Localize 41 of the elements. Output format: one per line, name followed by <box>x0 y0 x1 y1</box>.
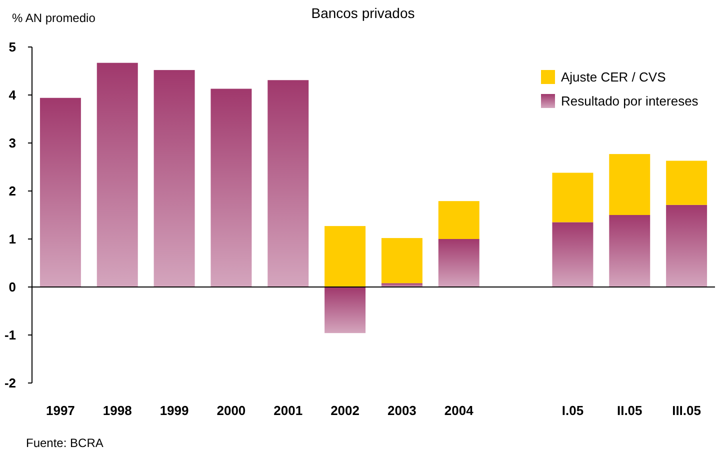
source-note: Fuente: BCRA <box>26 436 104 450</box>
y-tick-label: 2 <box>8 184 16 199</box>
chart-title: Bancos privados <box>311 5 415 21</box>
legend-label: Ajuste CER / CVS <box>561 70 666 85</box>
x-tick-label: 2003 <box>387 403 416 418</box>
x-tick-label: 2001 <box>274 403 303 418</box>
bar <box>666 160 708 205</box>
bar <box>381 238 422 284</box>
x-tick-label: II.05 <box>616 403 642 418</box>
bar <box>324 287 366 334</box>
bar <box>210 88 252 287</box>
bar <box>552 222 594 287</box>
bar <box>609 215 650 287</box>
y-tick-label: 4 <box>8 88 17 103</box>
y-tick-label: 0 <box>8 280 16 295</box>
legend-label: Resultado por intereses <box>561 94 699 109</box>
y-tick-label: 5 <box>8 40 16 55</box>
bar <box>96 62 138 287</box>
bar <box>154 70 195 287</box>
x-tick-label: III.05 <box>672 403 702 418</box>
y-tick-label: -1 <box>4 328 16 343</box>
bar <box>381 283 422 287</box>
bar <box>552 172 594 222</box>
x-tick-label: 2000 <box>216 403 246 418</box>
bar <box>324 226 366 287</box>
x-tick-label: 2002 <box>330 403 360 418</box>
x-tick-label: 1997 <box>46 403 75 418</box>
y-tick-label: 3 <box>8 136 16 151</box>
bar <box>268 80 309 287</box>
y-tick-label: 1 <box>8 232 16 247</box>
y-tick-label: -2 <box>4 376 16 391</box>
y-axis-title: % AN promedio <box>12 11 96 25</box>
x-tick-label: 2004 <box>444 403 474 418</box>
bar <box>666 204 708 287</box>
bar <box>438 201 480 239</box>
bar <box>609 154 650 215</box>
bar <box>438 239 480 287</box>
x-tick-label: I.05 <box>562 403 584 418</box>
bar <box>40 98 81 287</box>
x-tick-label: 1998 <box>102 403 132 418</box>
x-tick-label: 1999 <box>160 403 189 418</box>
